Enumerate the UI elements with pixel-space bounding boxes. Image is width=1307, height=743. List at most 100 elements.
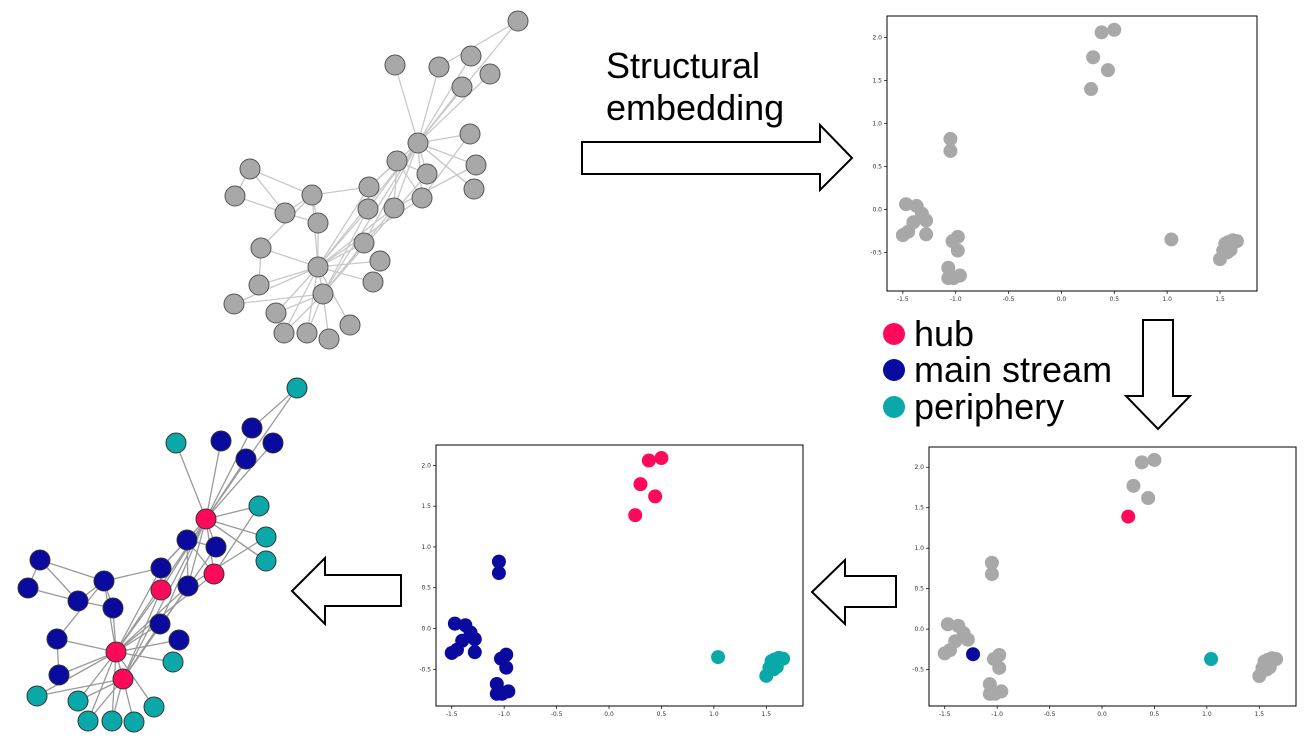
data-point (937, 646, 952, 661)
graph-node (223, 293, 245, 315)
data-point (952, 268, 967, 283)
data-point (1147, 452, 1162, 467)
graph-node (46, 628, 68, 650)
graph-node (224, 185, 246, 207)
graph-node (369, 250, 391, 272)
data-point (444, 645, 459, 660)
graph-edge (122, 589, 162, 680)
graph-node (248, 495, 270, 517)
graph-edge (159, 518, 207, 625)
graph-node (416, 163, 438, 185)
graph-edge (249, 168, 313, 196)
graph-node (384, 54, 406, 76)
graph-edge (417, 86, 463, 144)
data-point (491, 566, 506, 581)
legend: hub main stream periphery (883, 313, 1112, 427)
x-tick-label: 0.0 (1097, 711, 1107, 718)
graph-edge (187, 536, 267, 587)
graph-edge (317, 266, 351, 326)
graph-node (407, 132, 429, 154)
graph-node (286, 377, 308, 399)
data-point (447, 616, 462, 631)
graph-node (250, 237, 272, 259)
graph-edge (322, 208, 369, 295)
data-point (641, 453, 656, 468)
x-tick-label: 1.5 (1215, 296, 1225, 303)
data-point (992, 648, 1007, 663)
graph-edge (363, 142, 419, 244)
data-point (1269, 652, 1284, 667)
graph-node (123, 711, 145, 733)
data-point (966, 647, 981, 662)
graph-edge (317, 186, 370, 268)
data-point (982, 686, 997, 701)
legend-periphery-marker (883, 396, 905, 418)
x-tick-label: -1.5 (897, 296, 909, 303)
data-point (491, 554, 506, 569)
embedding-plot-partial: -1.5 -1.0 -0.5 0.0 0.5 1.0 1.5 -0.5 0.0 0.5 1.0 1.5… (912, 446, 1297, 718)
x-tick-label: 1.0 (709, 711, 719, 718)
graph-node (386, 150, 408, 172)
graph-edge (115, 639, 180, 653)
arrow-right-icon (581, 122, 854, 193)
data-point (960, 632, 975, 647)
caption-line-2: embedding (606, 87, 784, 128)
graph-edge (393, 164, 477, 209)
graph-edge (394, 64, 419, 144)
data-point (1107, 22, 1122, 37)
x-tick-label: -1.0 (498, 711, 510, 718)
graph-node (48, 664, 70, 686)
arrow-down-icon (1123, 319, 1193, 431)
graph-node (150, 579, 172, 601)
graph-node (67, 590, 89, 612)
data-point (633, 477, 648, 492)
graph-node (177, 575, 199, 597)
data-point (1229, 234, 1244, 249)
data-point (467, 645, 482, 660)
y-tick-label: 1.0 (872, 120, 882, 127)
graph-node (149, 613, 171, 635)
embedding-plot-gray: -1.5 -1.0 -0.5 0.0 0.5 1.0 1.5 -0.5 0.0 0.5 1.0 1.5… (870, 15, 1258, 303)
data-point (1100, 63, 1115, 78)
y-tick-label: -0.5 (870, 249, 882, 256)
y-tick-label: 1.0 (914, 545, 924, 552)
graph-edge (306, 266, 319, 334)
graph-edge (87, 651, 117, 722)
data-point (467, 632, 482, 647)
data-point (1086, 50, 1101, 65)
legend-hub-marker (883, 323, 905, 345)
data-point (711, 650, 726, 665)
data-point (994, 684, 1009, 699)
graph-edge (438, 20, 519, 68)
graph-node (357, 198, 379, 220)
graph-node (312, 283, 334, 305)
graph-node (17, 577, 39, 599)
y-tick-label: 0.0 (872, 206, 882, 213)
graph-edge (417, 66, 440, 144)
graph-node (101, 710, 123, 732)
graph-edge (417, 55, 472, 144)
data-point (984, 555, 999, 570)
graph-edge (36, 651, 117, 697)
graph-node (105, 641, 127, 663)
data-point (499, 660, 514, 675)
data-point (501, 684, 516, 699)
embedding-plot-colored: -1.5 -1.0 -0.5 0.0 0.5 1.0 1.5 -0.5 0.0 0.5 1.0 1.5… (419, 444, 804, 718)
graph-node (143, 696, 165, 718)
arrow-left-icon-2 (290, 555, 402, 627)
graph-node (112, 668, 134, 690)
x-tick-label: 0.5 (657, 711, 667, 718)
y-tick-label: 1.5 (421, 503, 431, 510)
network-graph-original (223, 10, 529, 350)
data-point (1094, 25, 1109, 40)
y-tick-label: 2.0 (914, 464, 924, 471)
x-tick-label: -0.5 (1044, 711, 1056, 718)
graph-node (428, 56, 450, 78)
x-tick-label: 1.0 (1202, 711, 1212, 718)
graph-node (465, 154, 487, 176)
graph-node (451, 76, 473, 98)
graph-edge (205, 427, 253, 520)
graph-node (339, 314, 361, 336)
data-point (943, 143, 958, 158)
graph-node (296, 322, 318, 344)
